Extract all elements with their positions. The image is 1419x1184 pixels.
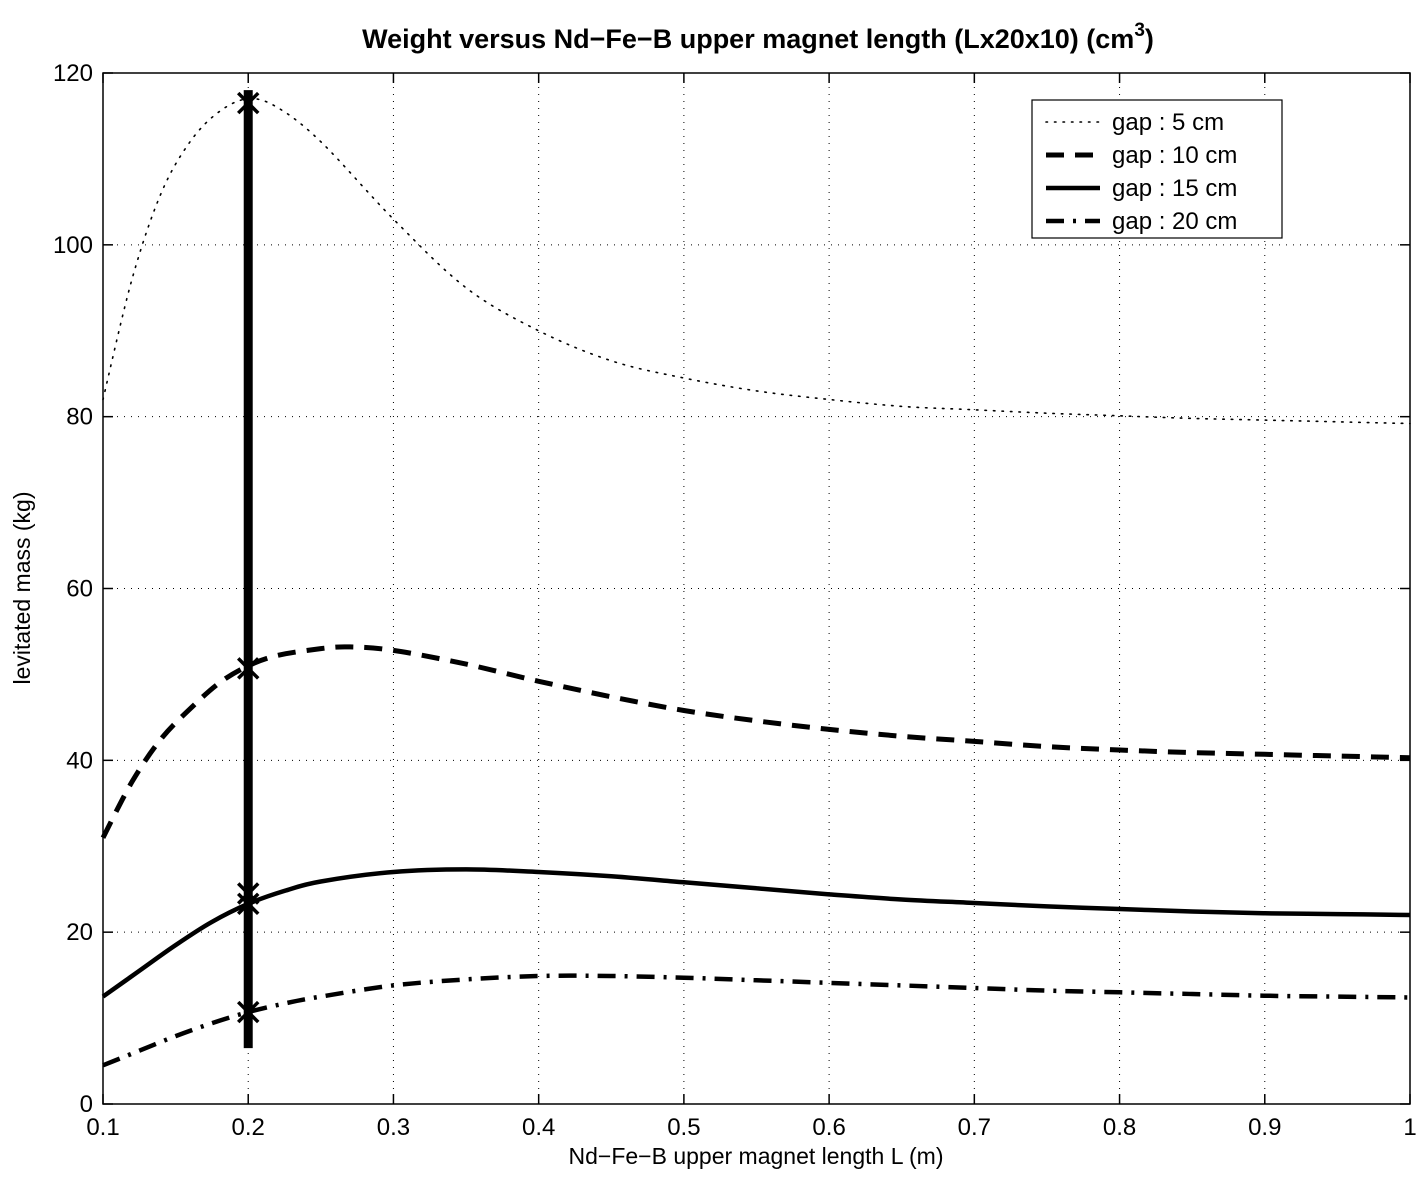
x-tick-label: 0.7 bbox=[958, 1114, 991, 1141]
x-marker bbox=[236, 892, 260, 916]
series-line-3 bbox=[101, 867, 1411, 999]
x-tick-label: 0.5 bbox=[667, 1114, 700, 1141]
y-tick-label: 60 bbox=[66, 576, 93, 603]
y-axis-label: levitated mass (kg) bbox=[9, 491, 35, 684]
x-marker bbox=[236, 91, 260, 115]
x-tick-label: 1 bbox=[1403, 1114, 1416, 1141]
chart-title: Weight versus Nd−Fe−B upper magnet lengt… bbox=[362, 20, 1154, 54]
markers-group bbox=[236, 91, 260, 1024]
legend-label-1: gap : 5 cm bbox=[1112, 109, 1224, 136]
x-marker bbox=[236, 882, 260, 905]
x-tick-label: 0.9 bbox=[1248, 1114, 1281, 1141]
x-axis-ticks: 0.1 0.2 0.3 0.4 0.5 0.6 0.7 0.8 0.9 1 bbox=[86, 73, 1417, 1141]
series-group bbox=[100, 97, 1411, 1068]
chart-title-suffix: ) bbox=[1145, 24, 1154, 54]
x-axis-label: Nd−Fe−B upper magnet length L (m) bbox=[568, 1143, 943, 1169]
x-tick-label: 0.1 bbox=[86, 1114, 119, 1141]
y-tick-label: 0 bbox=[80, 1091, 93, 1118]
chart-title-main: Weight versus Nd−Fe−B upper magnet lengt… bbox=[362, 24, 1134, 54]
grid bbox=[103, 73, 1410, 1104]
x-marker bbox=[236, 1000, 260, 1024]
y-tick-label: 20 bbox=[66, 919, 93, 946]
y-tick-label: 40 bbox=[66, 747, 93, 774]
y-tick-label: 80 bbox=[66, 404, 93, 431]
x-tick-label: 0.6 bbox=[812, 1114, 845, 1141]
x-tick-label: 0.4 bbox=[522, 1114, 555, 1141]
y-tick-label: 100 bbox=[53, 232, 93, 259]
x-tick-label: 0.3 bbox=[377, 1114, 410, 1141]
legend-label-2: gap : 10 cm bbox=[1112, 142, 1237, 169]
y-tick-label: 120 bbox=[53, 60, 93, 87]
legend-label-3: gap : 15 cm bbox=[1112, 175, 1237, 202]
y-axis-ticks: 0 20 40 60 80 100 120 bbox=[53, 60, 1410, 1118]
chart-title-superscript: 3 bbox=[1134, 20, 1145, 41]
legend-box bbox=[1031, 99, 1283, 239]
legend: gap : 5 cm gap : 10 cm gap : 15 cm gap : 20… bbox=[1031, 99, 1283, 239]
legend-label-4: gap : 20 cm bbox=[1112, 208, 1237, 235]
x-tick-label: 0.8 bbox=[1103, 1114, 1136, 1141]
x-marker bbox=[236, 657, 260, 680]
x-tick-label: 0.2 bbox=[232, 1114, 265, 1141]
